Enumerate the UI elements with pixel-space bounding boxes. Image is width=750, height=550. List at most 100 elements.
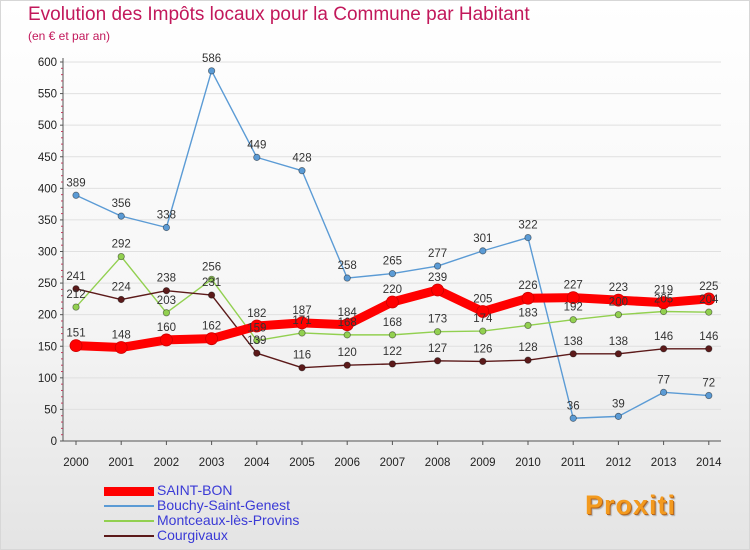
data-point	[253, 153, 261, 161]
data-point	[569, 414, 577, 422]
data-point	[114, 341, 128, 354]
data-label: 122	[383, 346, 402, 358]
x-tick-label: 2004	[244, 457, 270, 469]
x-tick-label: 2011	[561, 457, 586, 469]
data-label: 77	[657, 374, 670, 386]
data-point	[298, 364, 306, 372]
data-label: 449	[247, 139, 266, 151]
line-chart: 0 50 100 150 200 250 300 350 400 450 500 550 600 2000…	[38, 53, 722, 469]
y-tick-label: 600	[38, 57, 57, 69]
data-label: 322	[518, 220, 537, 232]
data-point	[566, 291, 580, 305]
data-label: 162	[202, 321, 221, 333]
data-label: 356	[112, 198, 131, 210]
data-label: 192	[564, 302, 583, 314]
data-label: 148	[112, 330, 131, 342]
data-label: 292	[112, 239, 131, 251]
data-point	[521, 291, 535, 305]
data-label: 277	[428, 248, 447, 260]
data-label: 227	[564, 280, 583, 292]
data-point	[479, 357, 487, 366]
x-tick-label: 2003	[199, 457, 225, 469]
data-point	[340, 318, 354, 332]
data-point	[250, 319, 264, 333]
x-tick-label: 2010	[515, 457, 541, 469]
data-label: 116	[293, 350, 311, 362]
data-point	[476, 305, 490, 318]
data-point	[524, 321, 532, 330]
data-point	[569, 316, 577, 324]
data-label: 72	[702, 378, 715, 390]
data-label: 174	[473, 313, 493, 325]
y-tick-label: 550	[38, 89, 57, 101]
data-point	[659, 388, 668, 396]
legend-label: Montceaux-lès-Provins	[157, 512, 300, 528]
data-label: 187	[292, 305, 311, 317]
data-point	[524, 356, 532, 364]
data-point	[388, 270, 396, 278]
data-point	[72, 303, 80, 311]
data-point	[612, 293, 625, 307]
legend-swatch	[104, 505, 154, 507]
x-tick-label: 2014	[696, 457, 722, 469]
data-point	[524, 234, 532, 242]
legend-swatch	[104, 535, 154, 537]
chart-title: Evolution des Impôts locaux pour la Comm…	[28, 4, 530, 25]
data-point	[298, 167, 306, 175]
x-tick-label: 2008	[425, 457, 451, 469]
data-point	[433, 328, 442, 336]
data-label: 127	[428, 343, 447, 355]
data-label: 220	[383, 284, 402, 296]
data-point	[295, 316, 309, 330]
data-label: 159	[247, 323, 266, 335]
data-label: 36	[567, 400, 580, 412]
data-point	[205, 332, 219, 346]
data-label: 389	[66, 177, 85, 189]
data-point	[705, 391, 713, 400]
data-label: 200	[609, 297, 628, 309]
data-label: 182	[247, 308, 266, 320]
data-label: 203	[157, 295, 176, 307]
data-label: 205	[654, 294, 673, 306]
data-point	[208, 291, 216, 299]
data-label: 301	[473, 233, 492, 245]
x-tick-label: 2007	[380, 457, 406, 469]
x-tick-label: 2013	[651, 457, 677, 469]
data-point	[343, 331, 351, 339]
data-point	[117, 212, 125, 220]
y-tick-label: 400	[38, 183, 57, 195]
data-label: 138	[564, 336, 583, 348]
y-tick-label: 100	[38, 373, 57, 385]
data-point	[208, 275, 216, 283]
data-point	[385, 295, 399, 309]
x-tick-label: 2000	[63, 457, 89, 469]
y-tick-label: 50	[44, 404, 57, 416]
x-tick-label: 2009	[470, 457, 496, 469]
data-label: 168	[383, 317, 402, 329]
data-point	[72, 285, 80, 293]
y-tick-label: 150	[38, 341, 57, 353]
data-point	[159, 333, 173, 347]
data-label: 219	[654, 285, 673, 297]
data-point	[117, 252, 125, 261]
data-point	[298, 329, 306, 337]
data-point	[433, 357, 442, 365]
data-point	[69, 339, 83, 353]
x-tick-label: 2005	[289, 457, 315, 469]
data-label: 428	[292, 153, 311, 165]
data-point	[705, 308, 713, 316]
data-point	[388, 331, 396, 339]
legend-label: Courgivaux	[157, 527, 228, 543]
data-label: 223	[609, 282, 628, 294]
data-point	[659, 307, 668, 316]
data-point	[614, 412, 623, 420]
data-label: 225	[699, 281, 718, 293]
data-point	[253, 336, 261, 345]
data-label: 183	[518, 307, 537, 319]
x-tick-label: 2001	[108, 457, 134, 469]
data-point	[657, 296, 670, 310]
data-label: 241	[66, 271, 85, 283]
legend-label: SAINT-BON	[157, 482, 233, 498]
data-point	[705, 345, 713, 353]
